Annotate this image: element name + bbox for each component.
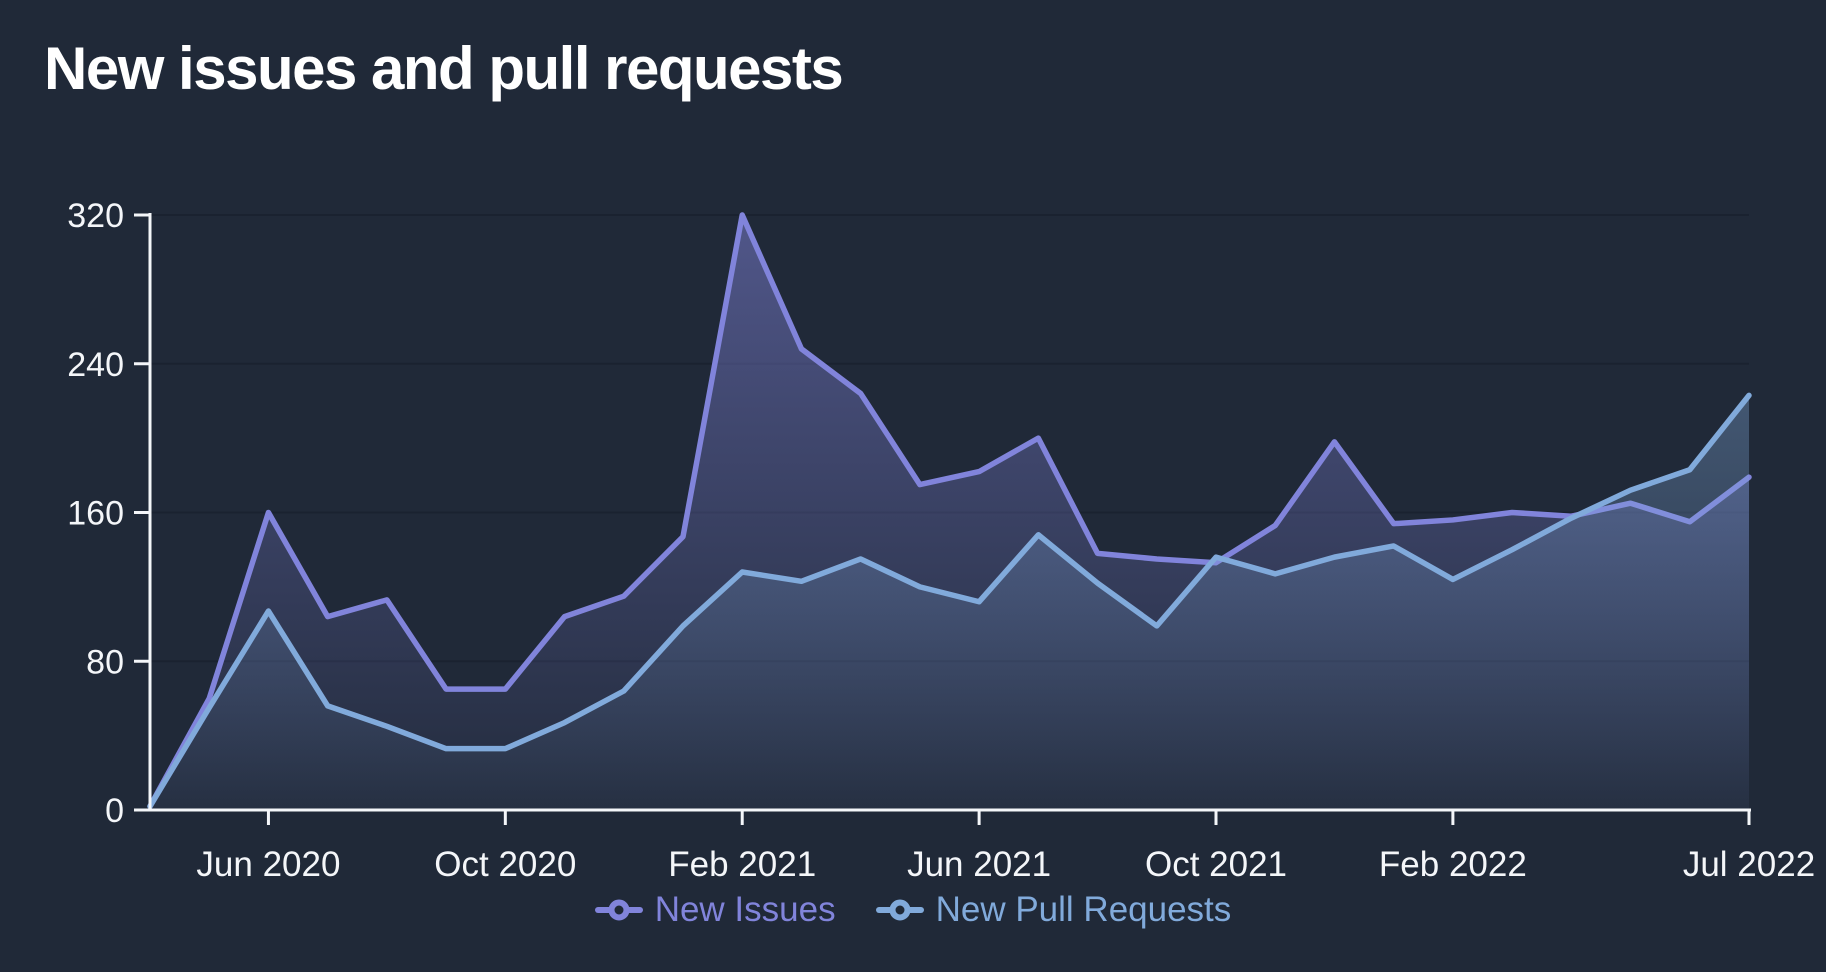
x-axis-label: Oct 2021 <box>1145 845 1287 884</box>
line-marker-icon <box>594 899 643 920</box>
new-issues-line <box>147 212 1752 810</box>
x-axis-label: Feb 2021 <box>668 845 816 884</box>
x-axis-label: Feb 2022 <box>1379 845 1527 884</box>
x-axis-label: Jun 2021 <box>907 845 1051 884</box>
y-axis-label: 0 <box>105 792 124 830</box>
legend-label: New Pull Requests <box>935 890 1232 929</box>
y-axis-label: 160 <box>67 495 124 533</box>
x-axis-label: Jul 2022 <box>1683 845 1815 884</box>
chart-legend: New Issues New Pull Requests <box>0 892 1826 927</box>
legend-item-new-pull-requests[interactable]: New Pull Requests <box>875 890 1232 929</box>
x-axis-label: Oct 2020 <box>434 845 576 884</box>
chart-title: New issues and pull requests <box>44 35 844 102</box>
y-axis-label: 80 <box>86 643 124 681</box>
new-pull-requests-area <box>150 395 1749 810</box>
y-axis-label: 320 <box>67 197 124 235</box>
legend-label: New Issues <box>654 890 836 929</box>
y-axis-label: 240 <box>67 346 124 384</box>
x-axis-label: Jun 2020 <box>196 845 340 884</box>
new-pull-requests-line <box>147 392 1752 810</box>
line-marker-icon <box>875 899 924 920</box>
legend-item-new-issues[interactable]: New Issues <box>594 890 836 929</box>
